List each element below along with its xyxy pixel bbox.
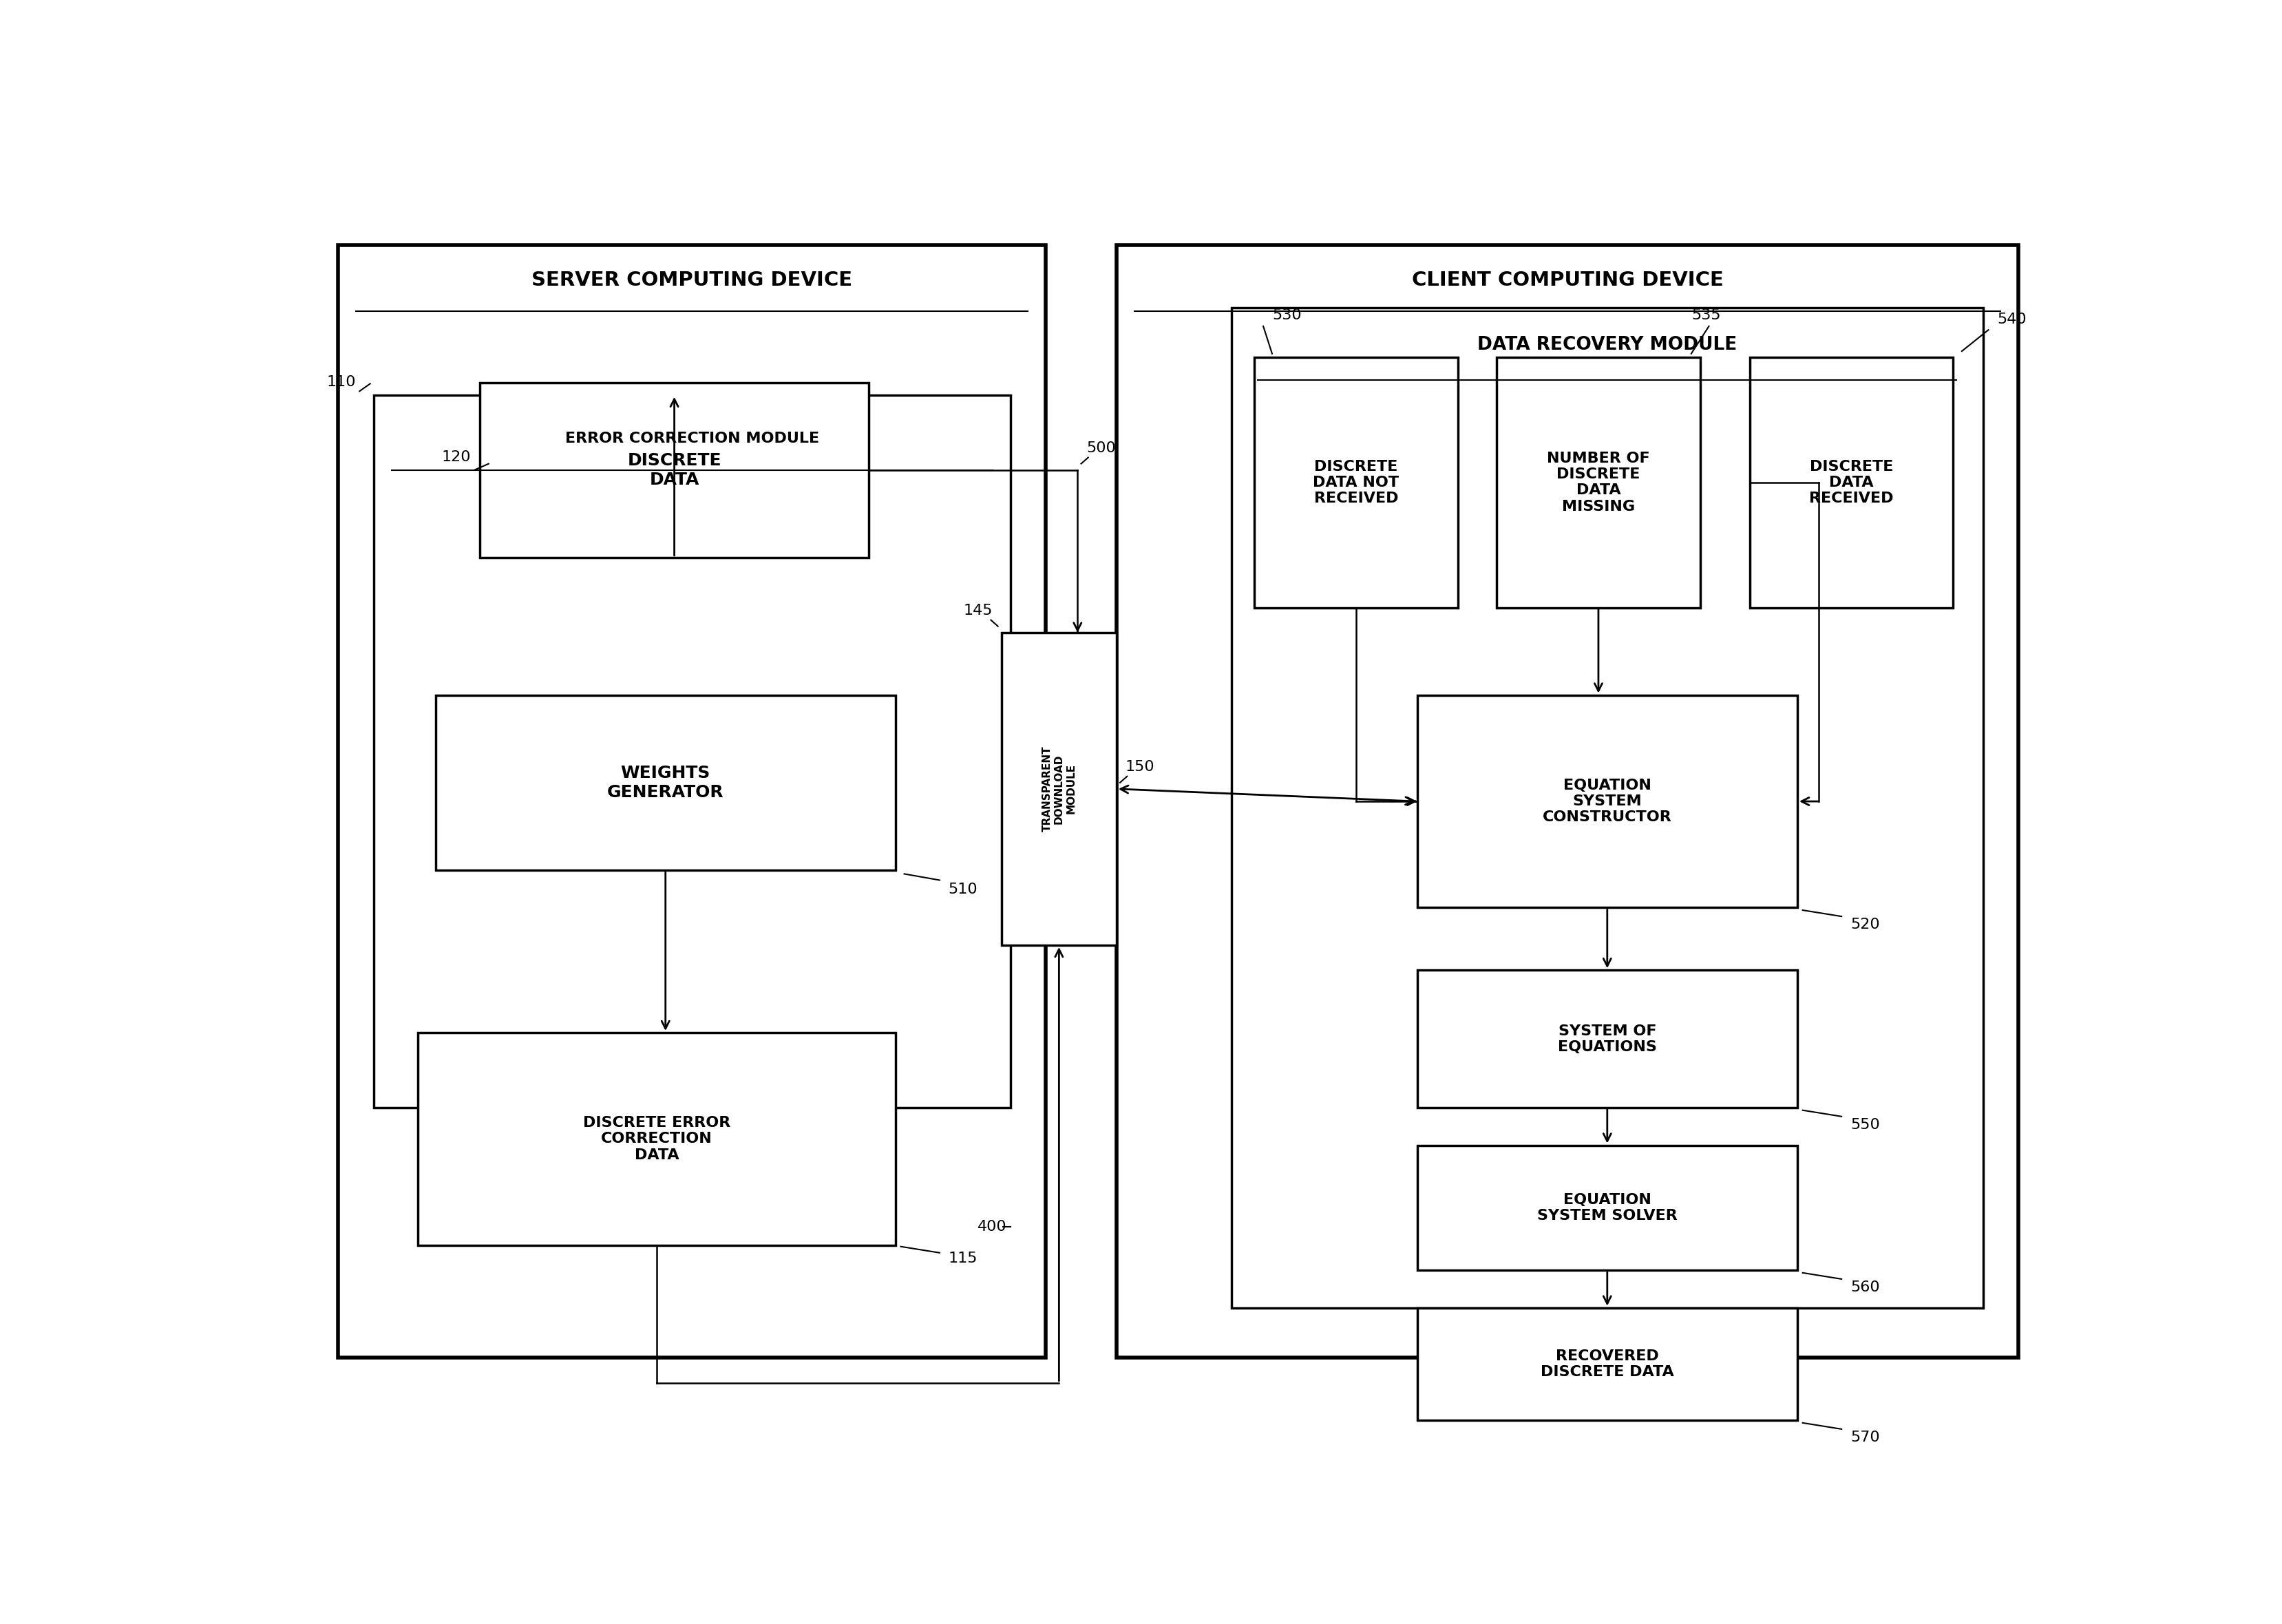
Text: WEIGHTS
GENERATOR: WEIGHTS GENERATOR xyxy=(607,765,723,801)
Text: 150: 150 xyxy=(1125,760,1155,775)
Text: SYSTEM OF
EQUATIONS: SYSTEM OF EQUATIONS xyxy=(1559,1025,1657,1054)
Text: CLIENT COMPUTING DEVICE: CLIENT COMPUTING DEVICE xyxy=(1413,270,1723,289)
Text: DISCRETE
DATA
RECEIVED: DISCRETE DATA RECEIVED xyxy=(1810,460,1894,505)
FancyBboxPatch shape xyxy=(1417,970,1798,1108)
Text: 120: 120 xyxy=(443,450,470,464)
Text: 500: 500 xyxy=(1086,442,1116,455)
FancyBboxPatch shape xyxy=(1417,1307,1798,1421)
Text: 115: 115 xyxy=(949,1252,977,1265)
Text: 510: 510 xyxy=(949,883,977,896)
Text: 550: 550 xyxy=(1851,1117,1880,1132)
Text: 530: 530 xyxy=(1271,309,1301,323)
FancyBboxPatch shape xyxy=(1232,307,1983,1307)
Text: 535: 535 xyxy=(1691,309,1721,323)
Text: 145: 145 xyxy=(963,604,993,617)
FancyBboxPatch shape xyxy=(436,695,895,870)
Text: NUMBER OF
DISCRETE
DATA
MISSING: NUMBER OF DISCRETE DATA MISSING xyxy=(1547,451,1650,513)
FancyBboxPatch shape xyxy=(479,383,869,557)
Text: EQUATION
SYSTEM SOLVER: EQUATION SYSTEM SOLVER xyxy=(1538,1194,1677,1223)
Text: 560: 560 xyxy=(1851,1280,1880,1294)
FancyBboxPatch shape xyxy=(1002,632,1116,945)
Text: 400: 400 xyxy=(977,1220,1006,1233)
Text: TRANSPARENT
DOWNLOAD
MODULE: TRANSPARENT DOWNLOAD MODULE xyxy=(1043,745,1077,831)
FancyBboxPatch shape xyxy=(1417,695,1798,908)
Text: RECOVERED
DISCRETE DATA: RECOVERED DISCRETE DATA xyxy=(1540,1350,1675,1379)
FancyBboxPatch shape xyxy=(1417,1145,1798,1270)
FancyBboxPatch shape xyxy=(338,245,1045,1358)
FancyBboxPatch shape xyxy=(1750,357,1953,607)
Text: EQUATION
SYSTEM
CONSTRUCTOR: EQUATION SYSTEM CONSTRUCTOR xyxy=(1543,778,1673,825)
FancyBboxPatch shape xyxy=(418,1033,895,1246)
Text: DATA RECOVERY MODULE: DATA RECOVERY MODULE xyxy=(1476,336,1737,354)
Text: 520: 520 xyxy=(1851,918,1880,932)
Text: DISCRETE ERROR
CORRECTION
DATA: DISCRETE ERROR CORRECTION DATA xyxy=(582,1116,730,1161)
Text: 110: 110 xyxy=(326,375,356,388)
Text: ERROR CORRECTION MODULE: ERROR CORRECTION MODULE xyxy=(566,432,819,445)
FancyBboxPatch shape xyxy=(1497,357,1700,607)
FancyBboxPatch shape xyxy=(1255,357,1458,607)
FancyBboxPatch shape xyxy=(1116,245,2017,1358)
Text: DISCRETE
DATA: DISCRETE DATA xyxy=(628,451,721,487)
Text: DISCRETE
DATA NOT
RECEIVED: DISCRETE DATA NOT RECEIVED xyxy=(1312,460,1399,505)
FancyBboxPatch shape xyxy=(374,395,1011,1108)
Text: SERVER COMPUTING DEVICE: SERVER COMPUTING DEVICE xyxy=(532,270,853,289)
Text: 570: 570 xyxy=(1851,1431,1880,1444)
Text: 540: 540 xyxy=(1997,312,2026,326)
